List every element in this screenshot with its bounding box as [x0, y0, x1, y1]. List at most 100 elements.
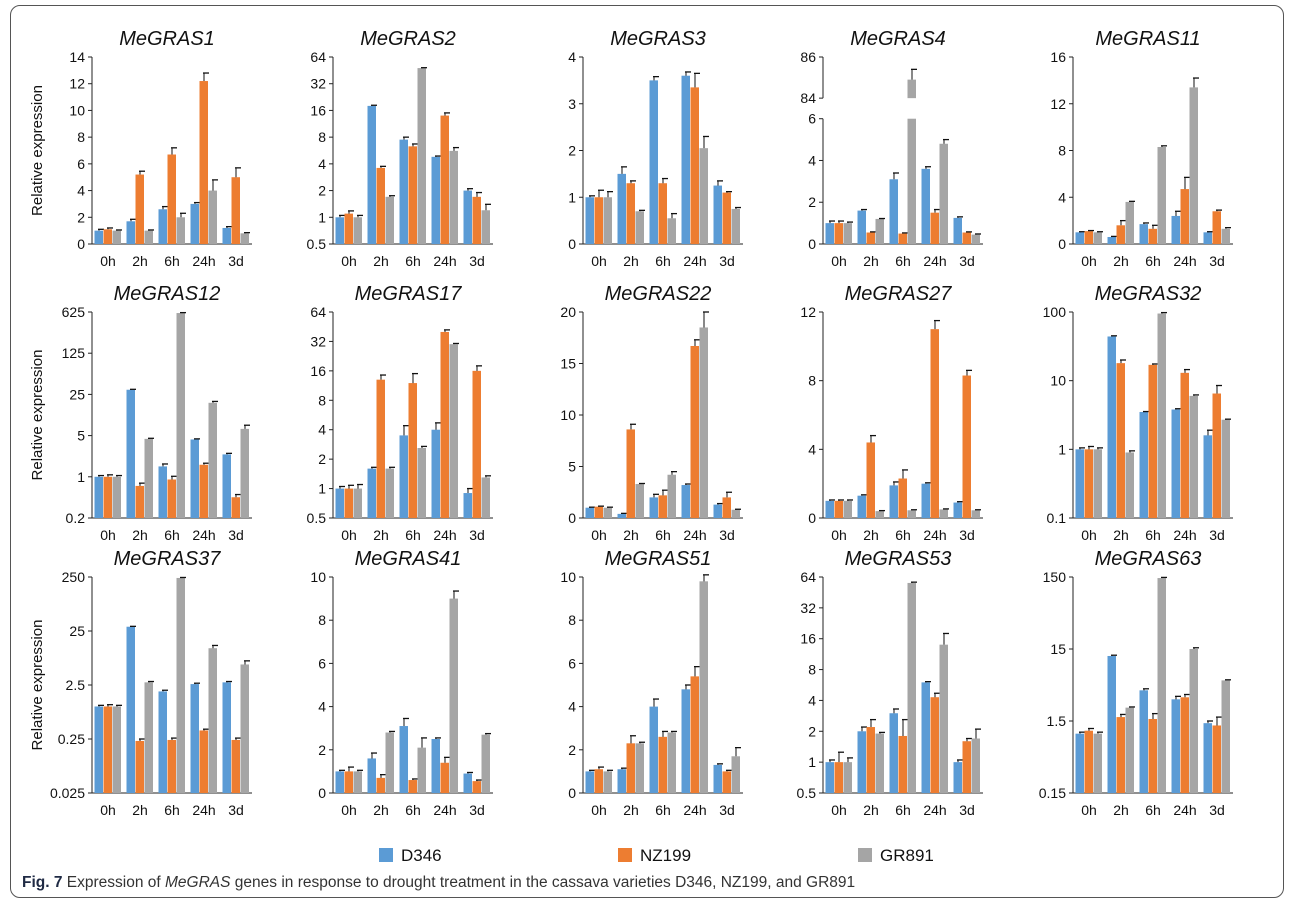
bar-NZ199-2h — [376, 777, 385, 793]
bar-NZ199-3d — [722, 771, 731, 793]
bar-GR891-24h — [939, 644, 948, 793]
bar-GR891-24h — [1189, 87, 1198, 244]
panel-title: MeGRAS53 — [845, 548, 952, 570]
x-tick-label: 2h — [132, 253, 148, 269]
bar-GR891-6h — [176, 313, 185, 518]
bar-D346-0h — [335, 488, 344, 518]
panel-MeGRAS32: MeGRAS32 0.1 1 10 100 0h 2h 6h 24h 3d — [1043, 283, 1233, 543]
bar-NZ199-24h — [199, 464, 208, 518]
x-tick-label: 6h — [655, 253, 671, 269]
bar-NZ199-0h — [1084, 730, 1093, 793]
y-tick-label: 6 — [77, 156, 85, 172]
panel-title: MeGRAS17 — [355, 283, 463, 305]
bar-NZ199-3d — [231, 177, 240, 244]
y-tick-label: 1 — [1058, 441, 1066, 457]
bar-D346-24h — [1171, 215, 1180, 244]
bar-D346-0h — [94, 230, 103, 244]
x-tick-label: 6h — [164, 527, 180, 543]
bar-D346-3d — [1203, 232, 1212, 244]
x-tick-label: 6h — [164, 253, 180, 269]
legend-label-D346: D346 — [401, 846, 442, 865]
y-tick-label: 20 — [560, 304, 576, 320]
bar-NZ199-0h — [834, 223, 843, 244]
bar-GR891-0h — [353, 488, 362, 518]
y-tick-label: 4 — [808, 692, 816, 708]
panel-MeGRAS1: MeGRAS1 Relative expression 0 2 4 6 8 10 12 14 0h 2… — [29, 28, 252, 269]
bar-NZ199-3d — [472, 196, 481, 244]
bar-NZ199-0h — [594, 197, 603, 244]
legend-label-NZ199: NZ199 — [640, 846, 691, 865]
bar-NZ199-0h — [103, 706, 112, 793]
bar-D346-6h — [1139, 690, 1148, 793]
x-tick-label: 3d — [1209, 527, 1225, 543]
bar-D346-2h — [126, 221, 135, 244]
bar-GR891-0h — [112, 706, 121, 793]
bar-GR891-2h — [385, 468, 394, 518]
bar-NZ199-0h — [834, 762, 843, 793]
panel-MeGRAS11: MeGRAS11 0 4 8 12 16 0h 2h 6h 24h 3d — [1050, 28, 1233, 269]
bar-D346-0h — [1075, 733, 1084, 793]
bar-GR891-24h — [208, 648, 217, 793]
bar-GR891-6h — [417, 68, 426, 244]
bar-GR891-6h — [417, 747, 426, 793]
bar-D346-0h — [1075, 232, 1084, 244]
bar-D346-3d — [953, 502, 962, 518]
x-tick-label: 3d — [719, 802, 735, 818]
bar-NZ199-3d — [472, 781, 481, 793]
x-tick-label: 2h — [1113, 253, 1129, 269]
y-tick-label: 64 — [310, 49, 326, 65]
panel-MeGRAS41: MeGRAS41 0 2 4 6 8 10 0h 2h 6h 24h 3d — [310, 548, 493, 818]
y-tick-label: 8 — [808, 373, 816, 389]
bar-GR891-0h — [843, 762, 852, 793]
panel-title: MeGRAS3 — [610, 28, 706, 50]
x-tick-label: 3d — [228, 527, 244, 543]
panel-MeGRAS4: MeGRAS4 0 2 4 6 84 86 0h 2h 6h 24h 3d — [800, 28, 983, 269]
y-tick-label: 8 — [568, 612, 576, 628]
panel-MeGRAS63: MeGRAS63 0.15 1.5 15 150 0h 2h 6h 24h 3d — [1039, 548, 1233, 818]
legend-swatch-D346 — [379, 848, 393, 862]
bar-D346-3d — [222, 454, 231, 518]
caption-gene-family: MeGRAS — [165, 874, 231, 891]
bar-GR891-24h — [208, 190, 217, 244]
bar-D346-3d — [463, 190, 472, 244]
bar-NZ199-24h — [690, 87, 699, 244]
bar-NZ199-6h — [1148, 364, 1157, 518]
y-tick-label: 16 — [800, 631, 816, 647]
bar-D346-0h — [94, 706, 103, 793]
bar-GR891-3d — [481, 734, 490, 793]
bar-GR891-0h — [1093, 232, 1102, 244]
x-tick-label: 3d — [228, 253, 244, 269]
bar-GR891-3d — [731, 756, 740, 793]
x-tick-label: 2h — [132, 802, 148, 818]
bar-GR891-6h — [1157, 313, 1166, 518]
y-tick-label: 10 — [310, 569, 326, 585]
panel-title: MeGRAS22 — [605, 283, 712, 305]
x-tick-label: 2h — [1113, 802, 1129, 818]
y-tick-label: 2 — [808, 723, 816, 739]
bar-GR891-0h — [112, 476, 121, 518]
y-tick-label: 32 — [800, 600, 816, 616]
x-tick-label: 0h — [831, 527, 847, 543]
bar-GR891-24h — [699, 327, 708, 518]
bar-GR891-0h — [603, 507, 612, 518]
bar-D346-0h — [94, 476, 103, 518]
bar-NZ199-6h — [658, 736, 667, 793]
bar-NZ199-0h — [344, 213, 353, 244]
bar-NZ199-2h — [1116, 225, 1125, 244]
y-tick-label: 16 — [1050, 49, 1066, 65]
bar-D346-3d — [953, 217, 962, 244]
y-tick-label: 4 — [808, 441, 816, 457]
bar-NZ199-6h — [167, 479, 176, 518]
bar-NZ199-3d — [962, 375, 971, 518]
bar-GR891-3d — [1221, 680, 1230, 793]
bar-NZ199-24h — [690, 345, 699, 518]
x-tick-label: 0h — [1081, 802, 1097, 818]
bar-NZ199-0h — [834, 500, 843, 518]
y-tick-label: 12 — [800, 304, 816, 320]
legend: D346 NZ199 GR891 — [379, 846, 934, 865]
bar-GR891-2h — [635, 484, 644, 518]
bar-GR891-2h — [635, 743, 644, 793]
bar-GR891-6h — [1157, 578, 1166, 793]
bar-GR891-2h — [144, 682, 153, 793]
x-tick-label: 6h — [1145, 527, 1161, 543]
